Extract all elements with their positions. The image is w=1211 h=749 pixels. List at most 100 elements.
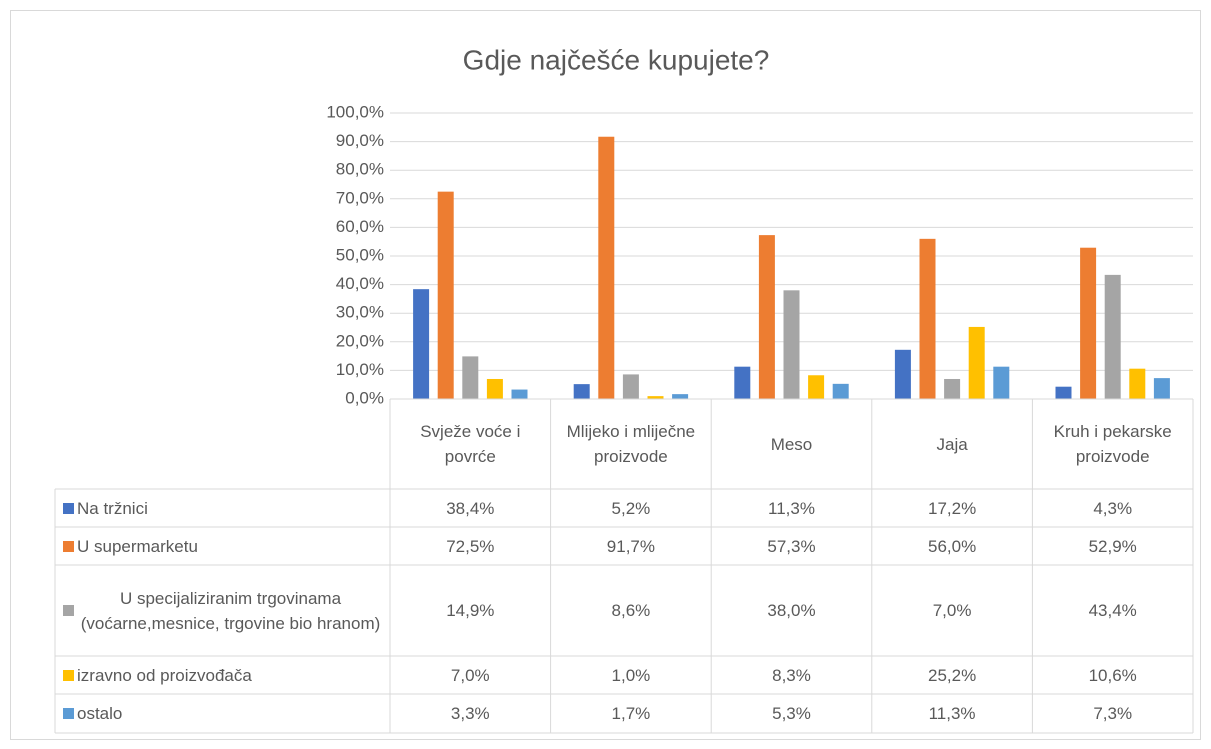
legend-key xyxy=(63,502,74,514)
bar xyxy=(1129,368,1146,399)
table-value: 8,3% xyxy=(711,656,872,694)
table-value-text: 57,3% xyxy=(767,536,816,556)
legend-text: izravno od proizvođača xyxy=(77,665,252,685)
legend-text: U supermarketu xyxy=(77,536,198,556)
chart-border xyxy=(10,10,1201,740)
table-value: 11,3% xyxy=(711,489,872,527)
bar xyxy=(832,383,849,399)
table-value: 7,3% xyxy=(1032,694,1193,733)
table-value-text: 25,2% xyxy=(927,665,977,685)
bar xyxy=(1153,378,1170,399)
category-label-text: Meso xyxy=(770,434,813,454)
table-value: 17,2% xyxy=(872,489,1033,527)
table-value-text: 3,3% xyxy=(450,704,490,723)
bar xyxy=(647,396,664,399)
table-value-text: 7,0% xyxy=(450,665,490,685)
bar xyxy=(437,191,454,399)
y-tick-label: 50,0% xyxy=(336,245,384,264)
bar xyxy=(622,374,639,399)
table-value: 91,7% xyxy=(551,527,712,565)
legend-text: U specijaliziranim trgovinama (voćarne,m… xyxy=(80,588,381,633)
table-value: 57,3% xyxy=(711,527,872,565)
category-label-text: Kruh i pekarske proizvode xyxy=(1053,422,1172,466)
bar xyxy=(1080,247,1097,399)
y-tick-label: 90,0% xyxy=(336,131,384,150)
bar xyxy=(672,394,689,399)
category-label: Meso xyxy=(711,399,872,489)
table-value: 72,5% xyxy=(390,527,551,565)
bar xyxy=(919,238,936,399)
category-label-text: Svježe voće i povrće xyxy=(420,422,521,466)
bar xyxy=(734,366,751,399)
table-value-text: 8,3% xyxy=(772,665,811,685)
table-value-text: 7,0% xyxy=(932,601,972,620)
table-value: 25,2% xyxy=(872,656,1033,694)
table-value: 8,6% xyxy=(551,565,712,656)
table-value: 1,0% xyxy=(551,656,712,694)
table-value-text: 72,5% xyxy=(446,536,495,556)
table-value: 10,6% xyxy=(1032,656,1193,694)
table-value-text: 43,4% xyxy=(1088,601,1137,620)
y-tick-label: 30,0% xyxy=(336,303,384,322)
bar xyxy=(808,375,825,399)
legend-key xyxy=(63,669,74,681)
table-value-text: 8,6% xyxy=(611,601,651,620)
category-label: Jaja xyxy=(872,399,1033,489)
legend-key xyxy=(63,540,74,552)
bar xyxy=(993,366,1010,399)
table-value: 43,4% xyxy=(1032,565,1193,656)
y-tick-label: 20,0% xyxy=(336,331,384,350)
table-value: 4,3% xyxy=(1032,489,1193,527)
y-tick-label: 60,0% xyxy=(336,217,384,236)
category-label: Svježe voće i povrće xyxy=(390,399,551,489)
legend-entry: izravno od proizvođača xyxy=(55,656,390,694)
bar xyxy=(511,389,528,399)
legend-entry: ostalo xyxy=(55,694,390,733)
category-label-text: Mlijeko i mliječne proizvode xyxy=(566,422,696,466)
table-value-text: 56,0% xyxy=(927,536,977,556)
table-value: 7,0% xyxy=(390,656,551,694)
bar xyxy=(894,349,911,399)
table-value-text: 11,3% xyxy=(928,704,976,723)
table-value-text: 1,0% xyxy=(611,665,651,685)
table-value-text: 5,2% xyxy=(611,498,651,518)
bar xyxy=(462,356,479,399)
legend-entry: Na tržnici xyxy=(55,489,390,527)
table-value: 3,3% xyxy=(390,694,551,733)
y-tick-label: 0,0% xyxy=(345,388,384,407)
bar xyxy=(968,326,985,399)
legend-text: Na tržnici xyxy=(77,498,148,518)
y-tick-label: 40,0% xyxy=(336,274,384,293)
table-value: 14,9% xyxy=(390,565,551,656)
table-value-text: 4,3% xyxy=(1093,498,1133,518)
table-value-text: 10,6% xyxy=(1088,665,1137,685)
chart-title: Gdje najčešće kupujete? xyxy=(463,44,770,75)
table-value-text: 52,9% xyxy=(1088,536,1137,556)
legend-key xyxy=(63,605,74,616)
legend-text: ostalo xyxy=(77,704,123,723)
table-value-text: 1,7% xyxy=(611,704,651,723)
table-value-text: 11,3% xyxy=(768,498,815,518)
table-value-text: 7,3% xyxy=(1093,704,1133,723)
category-label-text: Jaja xyxy=(936,434,968,454)
y-tick-label: 70,0% xyxy=(336,188,384,207)
table-value-text: 17,2% xyxy=(927,498,977,518)
table-value-text: 5,3% xyxy=(772,704,811,723)
table-value: 5,3% xyxy=(711,694,872,733)
table-value-text: 38,0% xyxy=(767,601,816,620)
table-value: 11,3% xyxy=(872,694,1033,733)
y-tick-label: 100,0% xyxy=(326,102,384,121)
bar xyxy=(413,289,430,399)
table-value-text: 14,9% xyxy=(446,601,495,620)
bar xyxy=(1055,386,1072,399)
table-value: 38,4% xyxy=(390,489,551,527)
table-value: 56,0% xyxy=(872,527,1033,565)
category-label: Mlijeko i mliječne proizvode xyxy=(551,399,712,489)
bar xyxy=(783,290,800,399)
table-value: 1,7% xyxy=(551,694,712,733)
y-tick-label: 80,0% xyxy=(336,160,384,179)
bar xyxy=(573,384,590,399)
legend-entry: U specijaliziranim trgovinama (voćarne,m… xyxy=(55,565,390,656)
